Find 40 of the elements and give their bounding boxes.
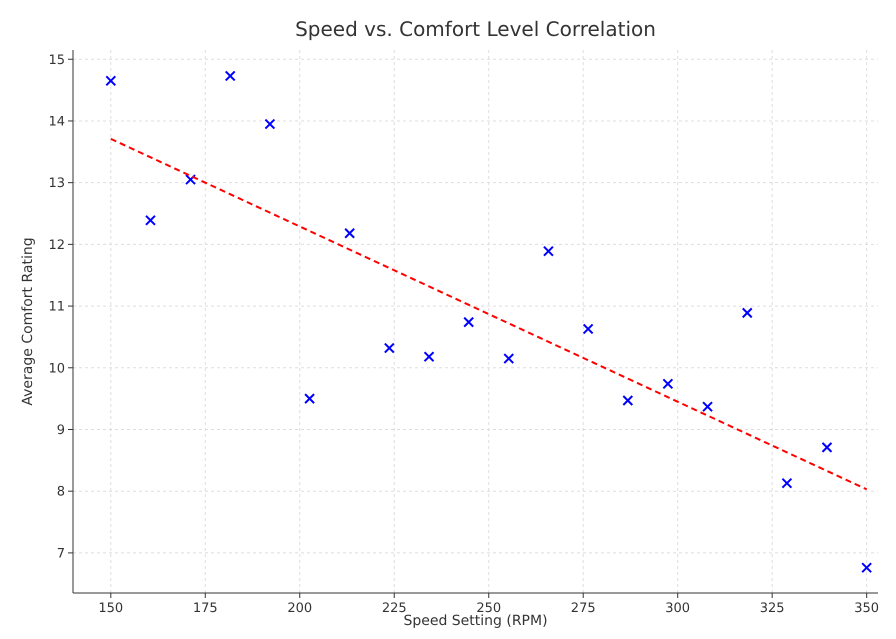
point bbox=[144, 214, 156, 226]
point bbox=[424, 351, 435, 362]
point bbox=[622, 394, 634, 406]
point bbox=[463, 316, 474, 328]
y-tick-label: 9 bbox=[56, 422, 65, 438]
point bbox=[662, 378, 674, 390]
y-tick-label: 7 bbox=[56, 546, 65, 562]
y-tick-label: 8 bbox=[56, 484, 65, 500]
x-tick-label: 200 bbox=[287, 601, 312, 616]
chart-title: Speed vs. Comfort Level Correlation bbox=[295, 17, 656, 41]
point bbox=[702, 401, 714, 412]
point bbox=[821, 442, 832, 453]
y-tick-label: 10 bbox=[48, 361, 65, 376]
y-tick-label: 11 bbox=[48, 300, 65, 315]
point bbox=[344, 228, 356, 239]
y-tick-label: 13 bbox=[48, 176, 65, 192]
point bbox=[742, 307, 753, 318]
y-tick-label: 14 bbox=[48, 114, 65, 130]
x-tick-label: 325 bbox=[760, 601, 785, 616]
point bbox=[861, 562, 872, 574]
x-tick-label: 300 bbox=[665, 601, 690, 616]
point bbox=[781, 478, 792, 489]
point bbox=[304, 393, 316, 404]
point bbox=[384, 342, 395, 354]
x-axis-title: Speed Setting (RPM) bbox=[403, 613, 548, 629]
x-tick-label: 275 bbox=[570, 601, 596, 616]
y-tick-label: 15 bbox=[48, 52, 65, 68]
point bbox=[185, 174, 196, 186]
y-axis-title: Average Comfort Rating bbox=[20, 237, 36, 406]
point bbox=[264, 118, 276, 130]
point bbox=[105, 75, 116, 86]
y-tick-label: 12 bbox=[48, 238, 65, 253]
point bbox=[582, 323, 594, 334]
point bbox=[542, 246, 554, 257]
x-tick-label: 150 bbox=[98, 601, 124, 616]
point bbox=[503, 353, 514, 364]
x-tick-label: 225 bbox=[382, 601, 407, 616]
x-tick-label: 175 bbox=[192, 601, 218, 616]
x-tick-label: 350 bbox=[854, 601, 880, 616]
point bbox=[224, 70, 236, 82]
